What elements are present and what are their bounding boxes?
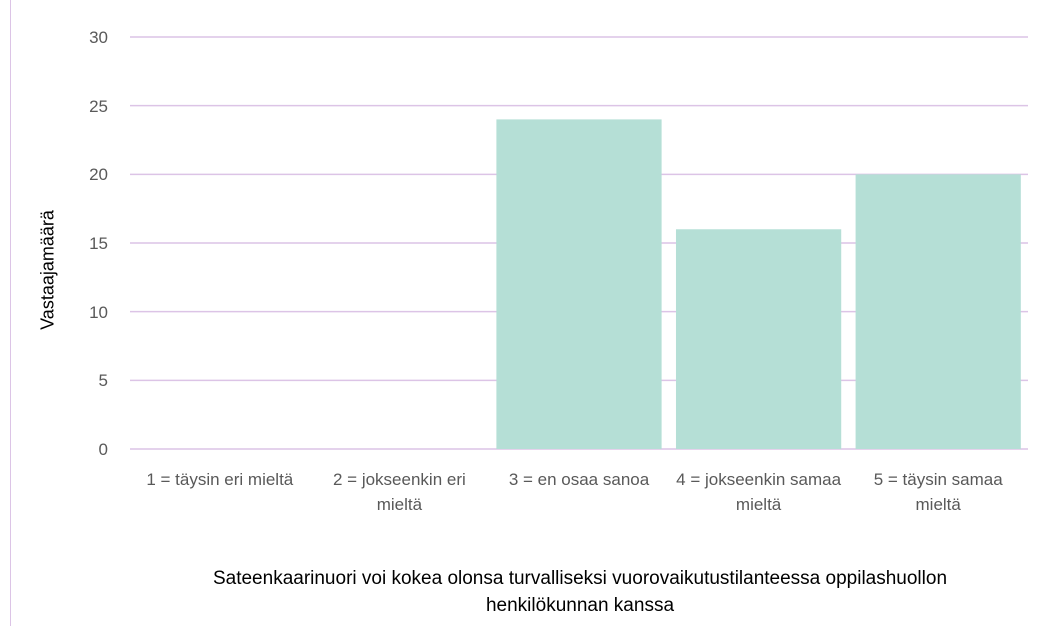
bar [675,229,842,449]
y-tick-label: 15 [89,234,108,253]
x-tick-label: 1 = täysin eri mieltä [146,470,294,489]
bar [855,174,1021,450]
x-tick-label: 3 = en osaa sanoa [508,470,650,489]
x-tick-label: 2 = jokseenkin eri mieltä [333,470,466,514]
y-tick-label: 10 [89,302,108,322]
x-tick-label: 4 = jokseenkin samaa mieltä [676,470,842,514]
y-tick-label: 25 [89,96,108,116]
x-axis-label: Sateenkaarinuori voi kokea olonsa turval… [212,568,948,616]
x-tick-label: 5 = täysin samaa mieltä [873,470,1003,514]
y-tick-label: 5 [98,371,108,391]
y-tick-label: 0 [98,440,108,459]
chart-border [10,0,11,626]
y-tick-label: 30 [89,28,108,47]
bar [496,119,662,450]
y-tick-label: 20 [89,165,108,185]
y-axis-label: Vastaajamäärä [37,210,58,330]
